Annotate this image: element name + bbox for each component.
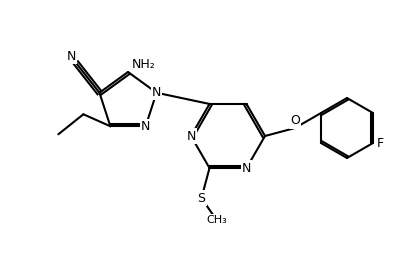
Text: N: N [152, 86, 161, 99]
Text: N: N [140, 120, 150, 133]
Text: CH₃: CH₃ [206, 215, 226, 225]
Text: N: N [186, 130, 195, 142]
Text: S: S [197, 192, 205, 205]
Text: F: F [375, 136, 382, 150]
Text: NH₂: NH₂ [132, 58, 156, 70]
Text: N: N [241, 162, 251, 175]
Text: N: N [66, 50, 76, 63]
Text: O: O [290, 115, 299, 127]
